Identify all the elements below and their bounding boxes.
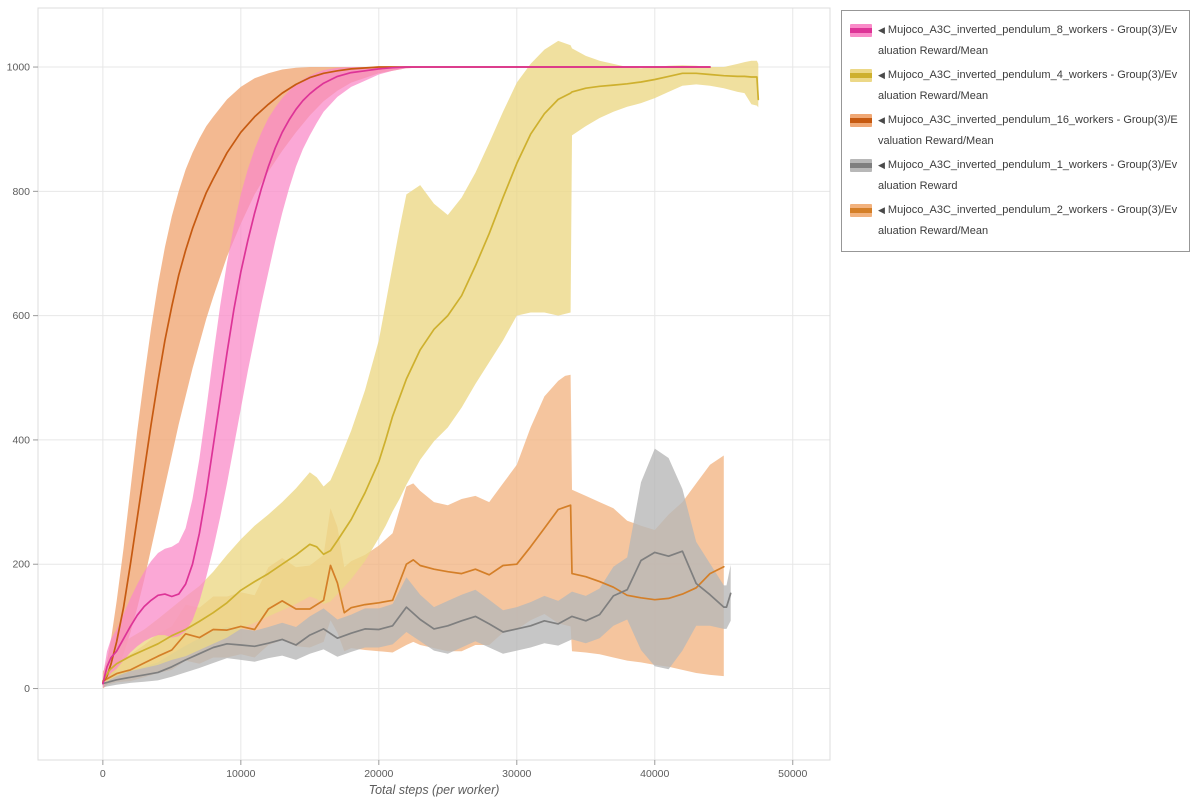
x-axis-title: Total steps (per worker) [369,783,500,797]
legend-item[interactable]: ◀ Mujoco_A3C_inverted_pendulum_2_workers … [850,200,1181,243]
series-line [102,504,725,682]
series-color-swatch [850,203,872,217]
legend-item[interactable]: ◀ Mujoco_A3C_inverted_pendulum_8_workers … [850,20,1181,63]
series-color-swatch [850,113,872,127]
legend-item-label: ◀ Mujoco_A3C_inverted_pendulum_2_workers … [878,200,1181,243]
series-line [102,550,732,685]
chart-svg[interactable]: 0 10000 20000 30000 40000 50000 0 200 400 600 800 1… [0,0,835,800]
series-color-swatch [850,24,872,37]
confidence-bands [102,40,759,689]
collapse-arrow-icon: ◀ [878,25,885,35]
series-color-swatch [850,68,872,82]
legend-item[interactable]: ◀ Mujoco_A3C_inverted_pendulum_4_workers … [850,65,1181,108]
x-tick-label: 50000 [778,768,807,780]
series-lines [102,66,760,685]
series-name: Mujoco_A3C_inverted_pendulum_2_workers -… [878,203,1178,237]
series-color-swatch [850,158,872,172]
legend-item[interactable]: ◀ Mujoco_A3C_inverted_pendulum_1_workers … [850,155,1181,198]
collapse-arrow-icon: ◀ [878,69,885,80]
series-band [102,67,710,689]
axes: 0 10000 20000 30000 40000 50000 0 200 400 600 800 1… [7,62,808,780]
x-tick-label: 30000 [502,768,531,780]
legend-item-label: ◀ Mujoco_A3C_inverted_pendulum_8_workers … [878,20,1181,63]
collapse-arrow-icon: ◀ [878,114,885,125]
legend-item[interactable]: ◀ Mujoco_A3C_inverted_pendulum_16_workers… [850,110,1181,153]
series-name: Mujoco_A3C_inverted_pendulum_1_workers -… [878,158,1178,193]
series-name: Mujoco_A3C_inverted_pendulum_8_workers -… [878,24,1178,58]
reward-line-chart[interactable]: 0 10000 20000 30000 40000 50000 0 200 400 600 800 1… [0,0,835,800]
x-tick-label: 20000 [364,768,393,780]
y-tick-label: 0 [24,683,30,695]
legend-item-label: ◀ Mujoco_A3C_inverted_pendulum_16_workers… [878,110,1181,153]
series-name: Mujoco_A3C_inverted_pendulum_4_workers -… [878,68,1178,103]
y-tick-label: 1000 [7,62,31,74]
series-band [102,40,759,686]
y-tick-label: 600 [12,310,30,322]
x-tick-label: 0 [100,768,106,780]
x-tick-label: 10000 [226,768,255,780]
x-tick-label: 40000 [640,768,669,780]
series-band [102,448,731,688]
collapse-arrow-icon: ◀ [878,204,885,215]
y-tick-label: 400 [12,434,30,446]
collapse-arrow-icon: ◀ [878,159,885,170]
chart-legend: ◀ Mujoco_A3C_inverted_pendulum_8_workers … [841,10,1190,253]
series-name: Mujoco_A3C_inverted_pendulum_16_workers … [878,113,1178,148]
series-line [102,72,760,682]
legend-item-label: ◀ Mujoco_A3C_inverted_pendulum_1_workers … [878,155,1181,198]
y-tick-label: 200 [12,559,30,571]
y-tick-label: 800 [12,186,30,198]
plot-frame [37,7,831,761]
legend-item-label: ◀ Mujoco_A3C_inverted_pendulum_4_workers … [878,65,1181,108]
series-line [102,66,711,685]
